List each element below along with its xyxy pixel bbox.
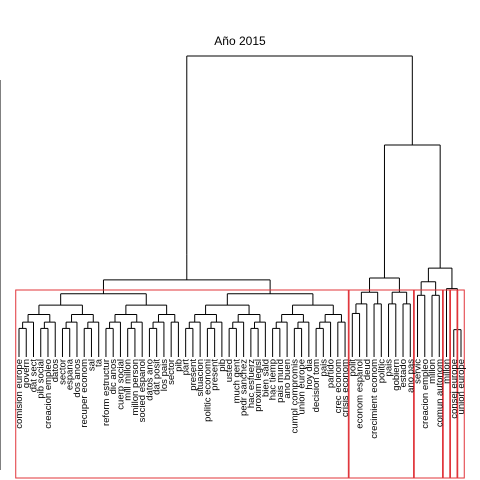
leaf-label: pib bbox=[173, 359, 184, 372]
leaf-label: sal bbox=[86, 359, 97, 371]
leaf-label: datos ano bbox=[144, 359, 155, 401]
leaf-label: hoy dia bbox=[304, 358, 315, 389]
leaf-label: hac esfuerz bbox=[246, 359, 257, 408]
cluster-rect bbox=[348, 289, 415, 479]
leaf-label: pib social bbox=[36, 359, 47, 399]
leaf-label: pedr sanchez bbox=[239, 359, 250, 416]
dendrogram-branches bbox=[18, 55, 462, 357]
leaf-label: econom espanol bbox=[355, 359, 366, 429]
leaf-label: crecimient econom bbox=[369, 359, 380, 439]
cluster-rect bbox=[449, 289, 458, 479]
leaf-label: recuper econom bbox=[79, 359, 90, 428]
leaf-label: union europe bbox=[456, 359, 467, 414]
leaf-label: creacion empleo bbox=[43, 359, 54, 429]
leaf-label: millon person bbox=[130, 359, 141, 416]
leaf-label: pais bbox=[318, 359, 329, 377]
leaf-label: sector bbox=[166, 359, 177, 385]
leaf-label: present bbox=[188, 359, 199, 391]
leaf-label: sector bbox=[57, 359, 68, 385]
leaf-label: bien sald bbox=[260, 359, 271, 397]
leaf-label: servic bbox=[413, 359, 424, 384]
leaf-label: espana bbox=[65, 358, 76, 390]
leaf-label: datos bbox=[50, 359, 61, 382]
leaf-label: dat posit bbox=[152, 359, 163, 395]
leaf-label: present bbox=[210, 359, 221, 391]
leaf-label: dic anos bbox=[108, 359, 119, 395]
leaf-label: ta bbox=[94, 358, 105, 367]
leaf-label: los pais bbox=[159, 359, 170, 391]
leaf-label: estado bbox=[398, 359, 409, 388]
leaf-label: crisis econom bbox=[340, 359, 351, 417]
leaf-label: politic economi bbox=[202, 359, 213, 422]
cluster-rectangles bbox=[15, 289, 465, 479]
leaf-label: gobiern bbox=[391, 359, 402, 391]
leaf-label: hac tiemp bbox=[268, 359, 279, 400]
leaf-label: millon bbox=[442, 359, 453, 384]
leaf-label: partido bbox=[326, 359, 337, 388]
leaf-label: cuerp social bbox=[115, 359, 126, 410]
leaf-label: proxim legisl bbox=[253, 359, 264, 412]
cluster-rect bbox=[442, 289, 451, 479]
leaf-label: comun autonom bbox=[434, 359, 445, 427]
leaf-label: pib bbox=[217, 359, 228, 372]
leaf-label: govern bbox=[21, 359, 32, 388]
leaf-label: politic bbox=[376, 359, 387, 384]
leaf-label: socied espanol bbox=[137, 359, 148, 422]
leaf-label: deud bbox=[362, 359, 373, 380]
leaf-label: reform estructur bbox=[101, 359, 112, 426]
leaf-label: pais bbox=[384, 359, 395, 377]
leaf-label: creacion empleo bbox=[420, 359, 431, 429]
leaf-label: crec econom bbox=[333, 359, 344, 413]
leaf-label: consej europe bbox=[449, 359, 460, 419]
chart-title: Año 2015 bbox=[214, 34, 266, 48]
leaf-label: dos anos bbox=[72, 359, 83, 398]
leaf-label: part bbox=[181, 359, 192, 376]
leaf-label: usted bbox=[224, 359, 235, 382]
leaf-label: polit bbox=[347, 359, 358, 377]
leaf-label: comision europe bbox=[14, 359, 25, 429]
leaf-label: cumpl compromis bbox=[289, 359, 300, 434]
leaf-label: dat sect bbox=[28, 359, 39, 393]
leaf-label: situacion bbox=[195, 359, 206, 397]
leaf-label: mill millon bbox=[123, 359, 134, 401]
leaf-label: union europe bbox=[297, 359, 308, 414]
leaf-label: millon bbox=[427, 359, 438, 384]
leaf-label: ano pas bbox=[405, 359, 416, 393]
leaf-label: much gent bbox=[231, 359, 242, 404]
leaf-label: ano buen bbox=[282, 359, 293, 399]
cluster-rect bbox=[413, 289, 444, 479]
leaf-label: decision tom bbox=[311, 359, 322, 412]
cluster-rect bbox=[15, 289, 349, 479]
cluster-rect bbox=[457, 289, 465, 479]
leaf-label: pais mund bbox=[275, 359, 286, 403]
